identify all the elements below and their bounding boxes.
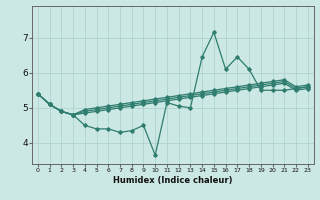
X-axis label: Humidex (Indice chaleur): Humidex (Indice chaleur) xyxy=(113,176,233,185)
